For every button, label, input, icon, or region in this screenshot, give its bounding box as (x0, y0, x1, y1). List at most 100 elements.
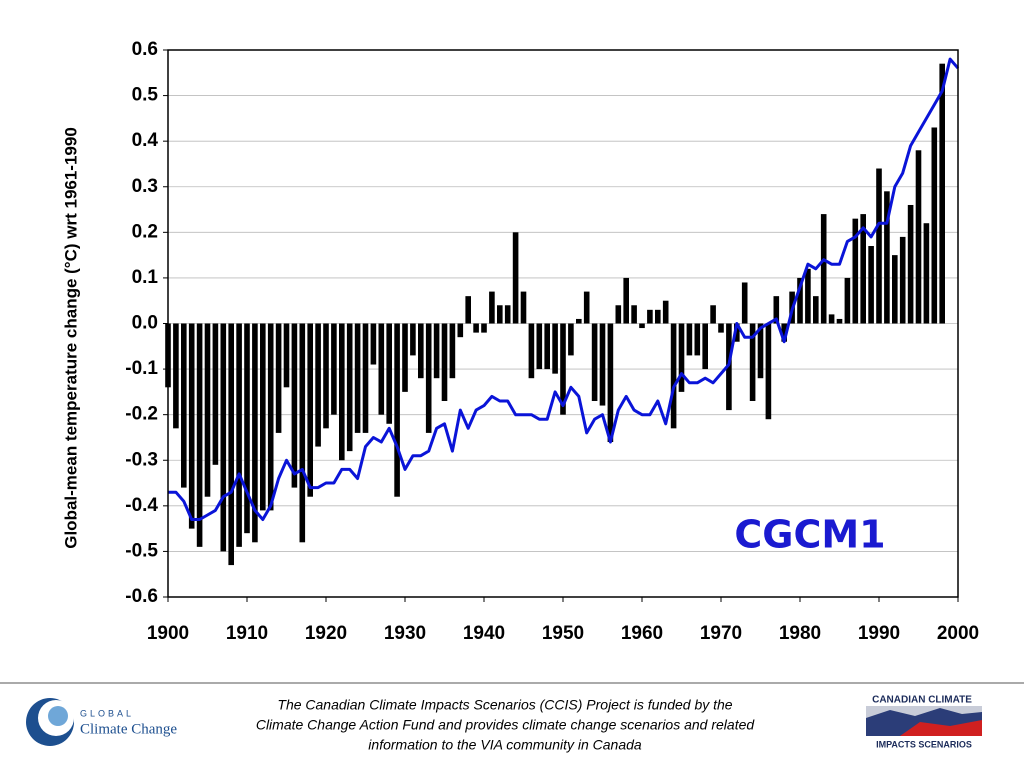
annotation: CGCM1 (734, 513, 885, 557)
bar (805, 268, 811, 324)
bar (781, 323, 787, 342)
bar (512, 232, 519, 324)
bar (425, 323, 432, 433)
bar (702, 323, 708, 370)
bar (836, 318, 843, 324)
right-logo: CANADIAN CLIMATE IMPACTS SCENARIOS (866, 695, 982, 749)
bar (797, 277, 803, 324)
bar (449, 323, 456, 379)
bar (765, 323, 772, 420)
bar (433, 323, 440, 379)
bar (291, 323, 298, 488)
bar (734, 323, 740, 342)
bar (868, 246, 874, 324)
bar (394, 323, 400, 497)
bar (915, 150, 922, 324)
bar (560, 323, 566, 415)
bar (307, 323, 313, 497)
x-tick-label: 1900 (147, 623, 189, 644)
y-tick-label: -0.4 (125, 495, 158, 516)
footer-text: The Canadian Climate Impacts Scenarios (… (256, 697, 756, 753)
bar (726, 323, 732, 411)
bar (497, 305, 503, 324)
y-tick-label: 0.5 (132, 85, 159, 106)
x-tick-label: 2000 (937, 623, 979, 644)
bar (236, 323, 242, 547)
bar (315, 323, 321, 447)
bar (907, 204, 914, 324)
bar (892, 255, 898, 324)
logo-swirl (48, 706, 68, 726)
bar (939, 63, 945, 324)
bar (283, 323, 290, 388)
bar (252, 323, 258, 543)
bar (694, 323, 701, 356)
bar (583, 291, 590, 324)
bar (813, 296, 819, 324)
bar (173, 323, 179, 429)
bar (773, 296, 780, 324)
bar (339, 323, 345, 461)
y-tick-label: -0.5 (125, 540, 158, 561)
bar (410, 323, 416, 356)
bar (639, 323, 645, 329)
y-tick-label: 0.6 (132, 39, 158, 60)
bar (899, 236, 906, 324)
bar (346, 323, 353, 452)
bar (244, 323, 250, 534)
bar (370, 323, 377, 365)
bar (504, 305, 511, 324)
bar (418, 323, 424, 379)
bar (631, 305, 637, 324)
bar (331, 323, 337, 415)
bar (876, 168, 882, 324)
bar (528, 323, 535, 379)
bar (607, 323, 614, 443)
bar (520, 291, 527, 324)
bar (204, 323, 211, 497)
bar (718, 323, 724, 333)
bar (576, 318, 582, 324)
bar (228, 323, 234, 566)
y-tick-label: -0.1 (125, 358, 158, 379)
bar (844, 277, 851, 324)
y-tick-label: 0.2 (132, 221, 158, 242)
bar (568, 323, 574, 356)
bar (647, 309, 653, 324)
x-tick-label: 1980 (779, 623, 821, 644)
logo-text: IMPACTS SCENARIOS (876, 739, 972, 749)
bar (212, 323, 219, 465)
bar (923, 223, 930, 324)
bar (686, 323, 693, 356)
bar (544, 323, 550, 370)
x-tick-label: 1970 (700, 623, 742, 644)
bar (260, 323, 266, 511)
bar (670, 323, 677, 429)
bar (378, 323, 385, 415)
bar (860, 214, 866, 324)
bar (196, 323, 203, 547)
bar (441, 323, 448, 401)
y-axis-label: Global-mean temperature change (°C) wrt … (61, 127, 80, 549)
bar (757, 323, 764, 379)
y-tick-label: 0.1 (132, 267, 159, 288)
bar (473, 323, 479, 333)
y-tick-label: -0.3 (125, 449, 158, 470)
bar (362, 323, 369, 433)
bar (710, 305, 716, 324)
bar (188, 323, 195, 529)
bar (457, 323, 464, 338)
bar (678, 323, 685, 392)
bar (299, 323, 306, 543)
x-tick-label: 1940 (463, 623, 505, 644)
bar (489, 291, 495, 324)
x-tick-label: 1910 (226, 623, 268, 644)
bar (599, 323, 606, 406)
footer-line: The Canadian Climate Impacts Scenarios (… (277, 697, 732, 713)
bar (465, 296, 471, 324)
bar (323, 323, 329, 429)
x-tick-label: 1920 (305, 623, 347, 644)
logo-text: CANADIAN CLIMATE (872, 695, 972, 706)
bar (884, 191, 890, 324)
